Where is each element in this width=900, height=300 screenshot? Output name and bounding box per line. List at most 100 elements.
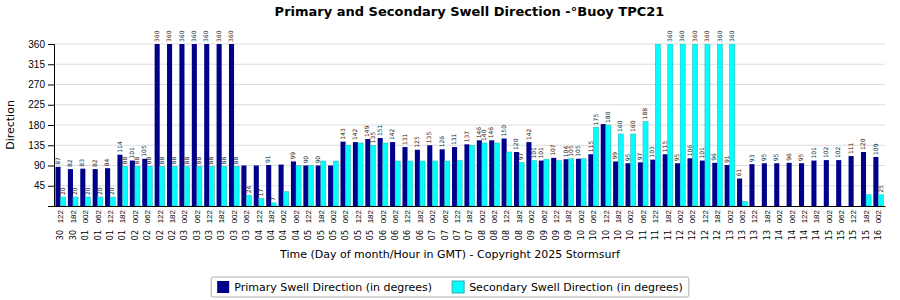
tick-label: 01	[81, 230, 90, 240]
data-label: 360	[666, 30, 673, 42]
bar	[470, 145, 475, 206]
tick: 182	[763, 209, 772, 223]
data-label: 180	[604, 111, 611, 123]
tick: 182	[664, 209, 673, 223]
bar	[271, 203, 276, 206]
tick-label: 03	[205, 230, 214, 240]
bar	[749, 164, 754, 206]
tick: 122	[602, 209, 611, 223]
bar	[737, 179, 742, 206]
data-label: 95	[797, 153, 804, 161]
bar	[222, 166, 227, 206]
tick: 122	[354, 209, 363, 223]
tick-label: 062	[688, 209, 697, 223]
tick: 002	[81, 209, 90, 223]
tick-label: 06	[391, 230, 400, 240]
bar	[321, 161, 326, 206]
bar	[160, 166, 165, 206]
bar	[184, 166, 189, 206]
bar	[217, 44, 222, 206]
tick-label: 08	[502, 230, 511, 240]
tick-label: 062	[738, 209, 747, 223]
tick-label: 06	[379, 230, 388, 240]
bar	[296, 166, 301, 207]
data-label: 88	[170, 157, 177, 165]
tick-label: 12	[688, 230, 697, 240]
tick: 002	[676, 209, 685, 223]
tick-label: 01	[94, 230, 103, 240]
tick-label: 002	[676, 209, 685, 223]
tick-label: 122	[701, 209, 710, 223]
bar	[507, 152, 512, 206]
x-labels-row2: 3030010101010202020203030303030304040404…	[56, 230, 883, 240]
tick-label: 122	[849, 209, 858, 223]
bar	[725, 165, 730, 206]
bar	[494, 143, 499, 206]
tick-label: 182	[515, 209, 524, 223]
tick-label: 135	[28, 140, 45, 151]
legend-frame	[211, 277, 689, 297]
bar	[197, 166, 202, 206]
tick-label: 002	[726, 209, 735, 223]
bar	[167, 44, 172, 206]
bar	[427, 145, 432, 206]
data-label: 97	[636, 153, 643, 161]
legend-item: Primary Swell Direction (in degrees)	[217, 281, 432, 294]
data-label: 120	[512, 138, 519, 150]
y-axis: 4590135180225270315360	[28, 39, 54, 207]
data-label: 125	[413, 136, 420, 148]
bar	[80, 169, 85, 206]
bar	[279, 165, 284, 206]
data-label: 97	[517, 153, 524, 161]
bar	[440, 149, 445, 206]
bar	[259, 198, 264, 206]
tick-mark	[48, 44, 54, 45]
data-label: 109	[872, 143, 879, 155]
tick: 315	[28, 59, 54, 70]
data-label: 96	[785, 153, 792, 161]
data-label: 20	[96, 187, 103, 195]
tick: 182	[862, 209, 871, 223]
tick: 062	[441, 209, 450, 223]
tick-label: 10	[577, 230, 586, 240]
tick: 002	[279, 209, 288, 223]
data-label: 105	[140, 145, 147, 157]
data-label: 88	[133, 157, 140, 165]
legend-label: Secondary Swell Direction (in degrees)	[469, 281, 683, 294]
tick-label: 01	[118, 230, 127, 240]
bar	[717, 44, 722, 206]
bar	[291, 161, 296, 206]
tick-mark	[48, 64, 54, 65]
tick: 122	[701, 209, 710, 223]
tick-label: 122	[651, 209, 660, 223]
tick: 135	[28, 140, 54, 151]
bar	[61, 197, 66, 206]
tick-label: 122	[750, 209, 759, 223]
data-label: 107	[549, 144, 556, 156]
tick: 182	[69, 209, 78, 223]
tick-label: 182	[564, 209, 573, 223]
tick: 122	[255, 209, 264, 223]
data-label: 114	[116, 141, 123, 153]
bar	[663, 154, 668, 206]
tick-label: 07	[428, 230, 437, 240]
data-label: 360	[215, 30, 222, 42]
tick: 122	[156, 209, 165, 223]
data-label: 88	[232, 157, 239, 165]
tick: 225	[28, 99, 54, 110]
tick-label: 10	[602, 230, 611, 240]
bar	[849, 156, 854, 206]
tick-label: 002	[428, 209, 437, 223]
bar	[836, 160, 841, 206]
tick-label: 122	[56, 209, 65, 223]
data-label: 20	[108, 187, 115, 195]
tick-label: 15	[862, 230, 871, 240]
data-label: 95	[772, 153, 779, 161]
bar	[873, 157, 878, 206]
tick-label: 15	[837, 230, 846, 240]
data-label: 84	[103, 158, 110, 166]
bar	[432, 161, 437, 206]
data-label: 61	[735, 169, 742, 177]
bar	[464, 144, 469, 206]
tick-label: 062	[341, 209, 350, 223]
